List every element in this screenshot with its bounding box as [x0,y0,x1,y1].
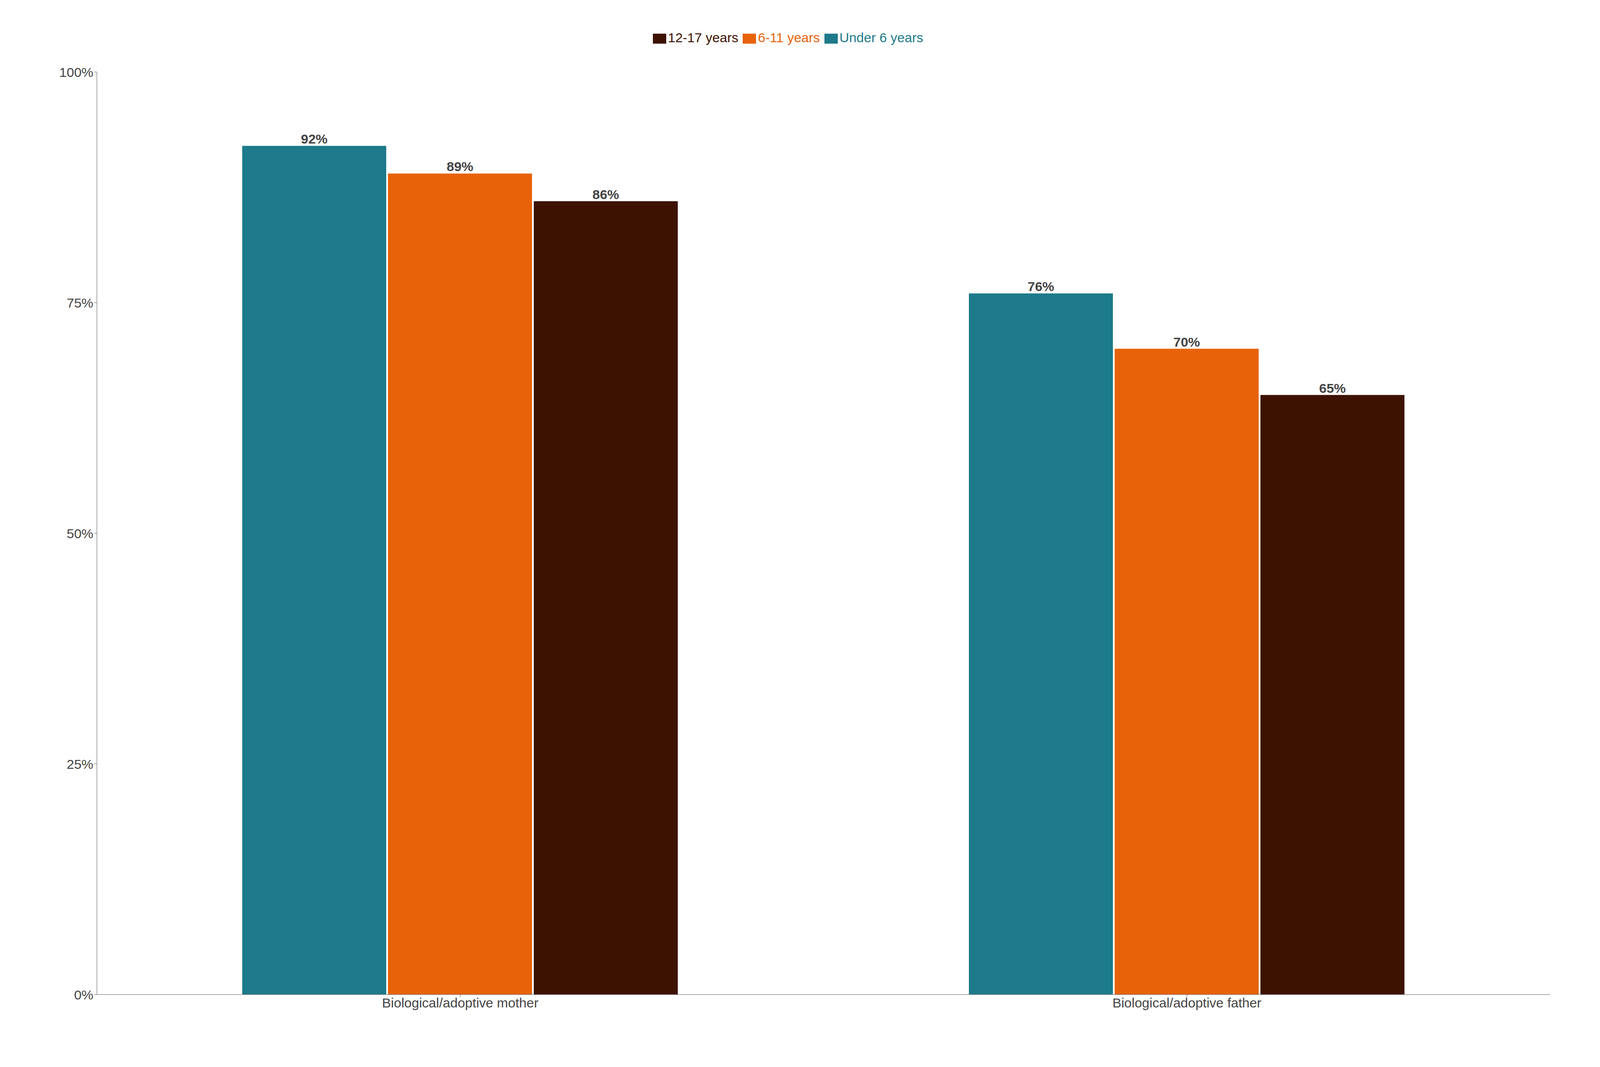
svg-text:Biological/adoptive mother: Biological/adoptive mother [382,995,539,1011]
svg-text:Biological/adoptive father: Biological/adoptive father [1112,995,1262,1011]
svg-text:65%: 65% [1319,380,1346,396]
svg-text:0%: 0% [74,987,94,1003]
svg-text:89%: 89% [446,159,474,174]
svg-text:50%: 50% [66,526,94,541]
svg-text:70%: 70% [1173,334,1200,350]
svg-text:92%: 92% [300,131,328,147]
html-text:6-11 years: 6-11 years [757,30,820,45]
svg-text:75%: 75% [66,295,94,311]
html-text:Under 6 years: Under 6 years [839,30,924,45]
svg-text:86%: 86% [592,187,620,202]
svg-text:100%: 100% [59,64,94,80]
svg-text:25%: 25% [66,756,94,772]
html-text:12-17 years: 12-17 years [667,30,739,45]
svg-text:76%: 76% [1027,279,1055,294]
